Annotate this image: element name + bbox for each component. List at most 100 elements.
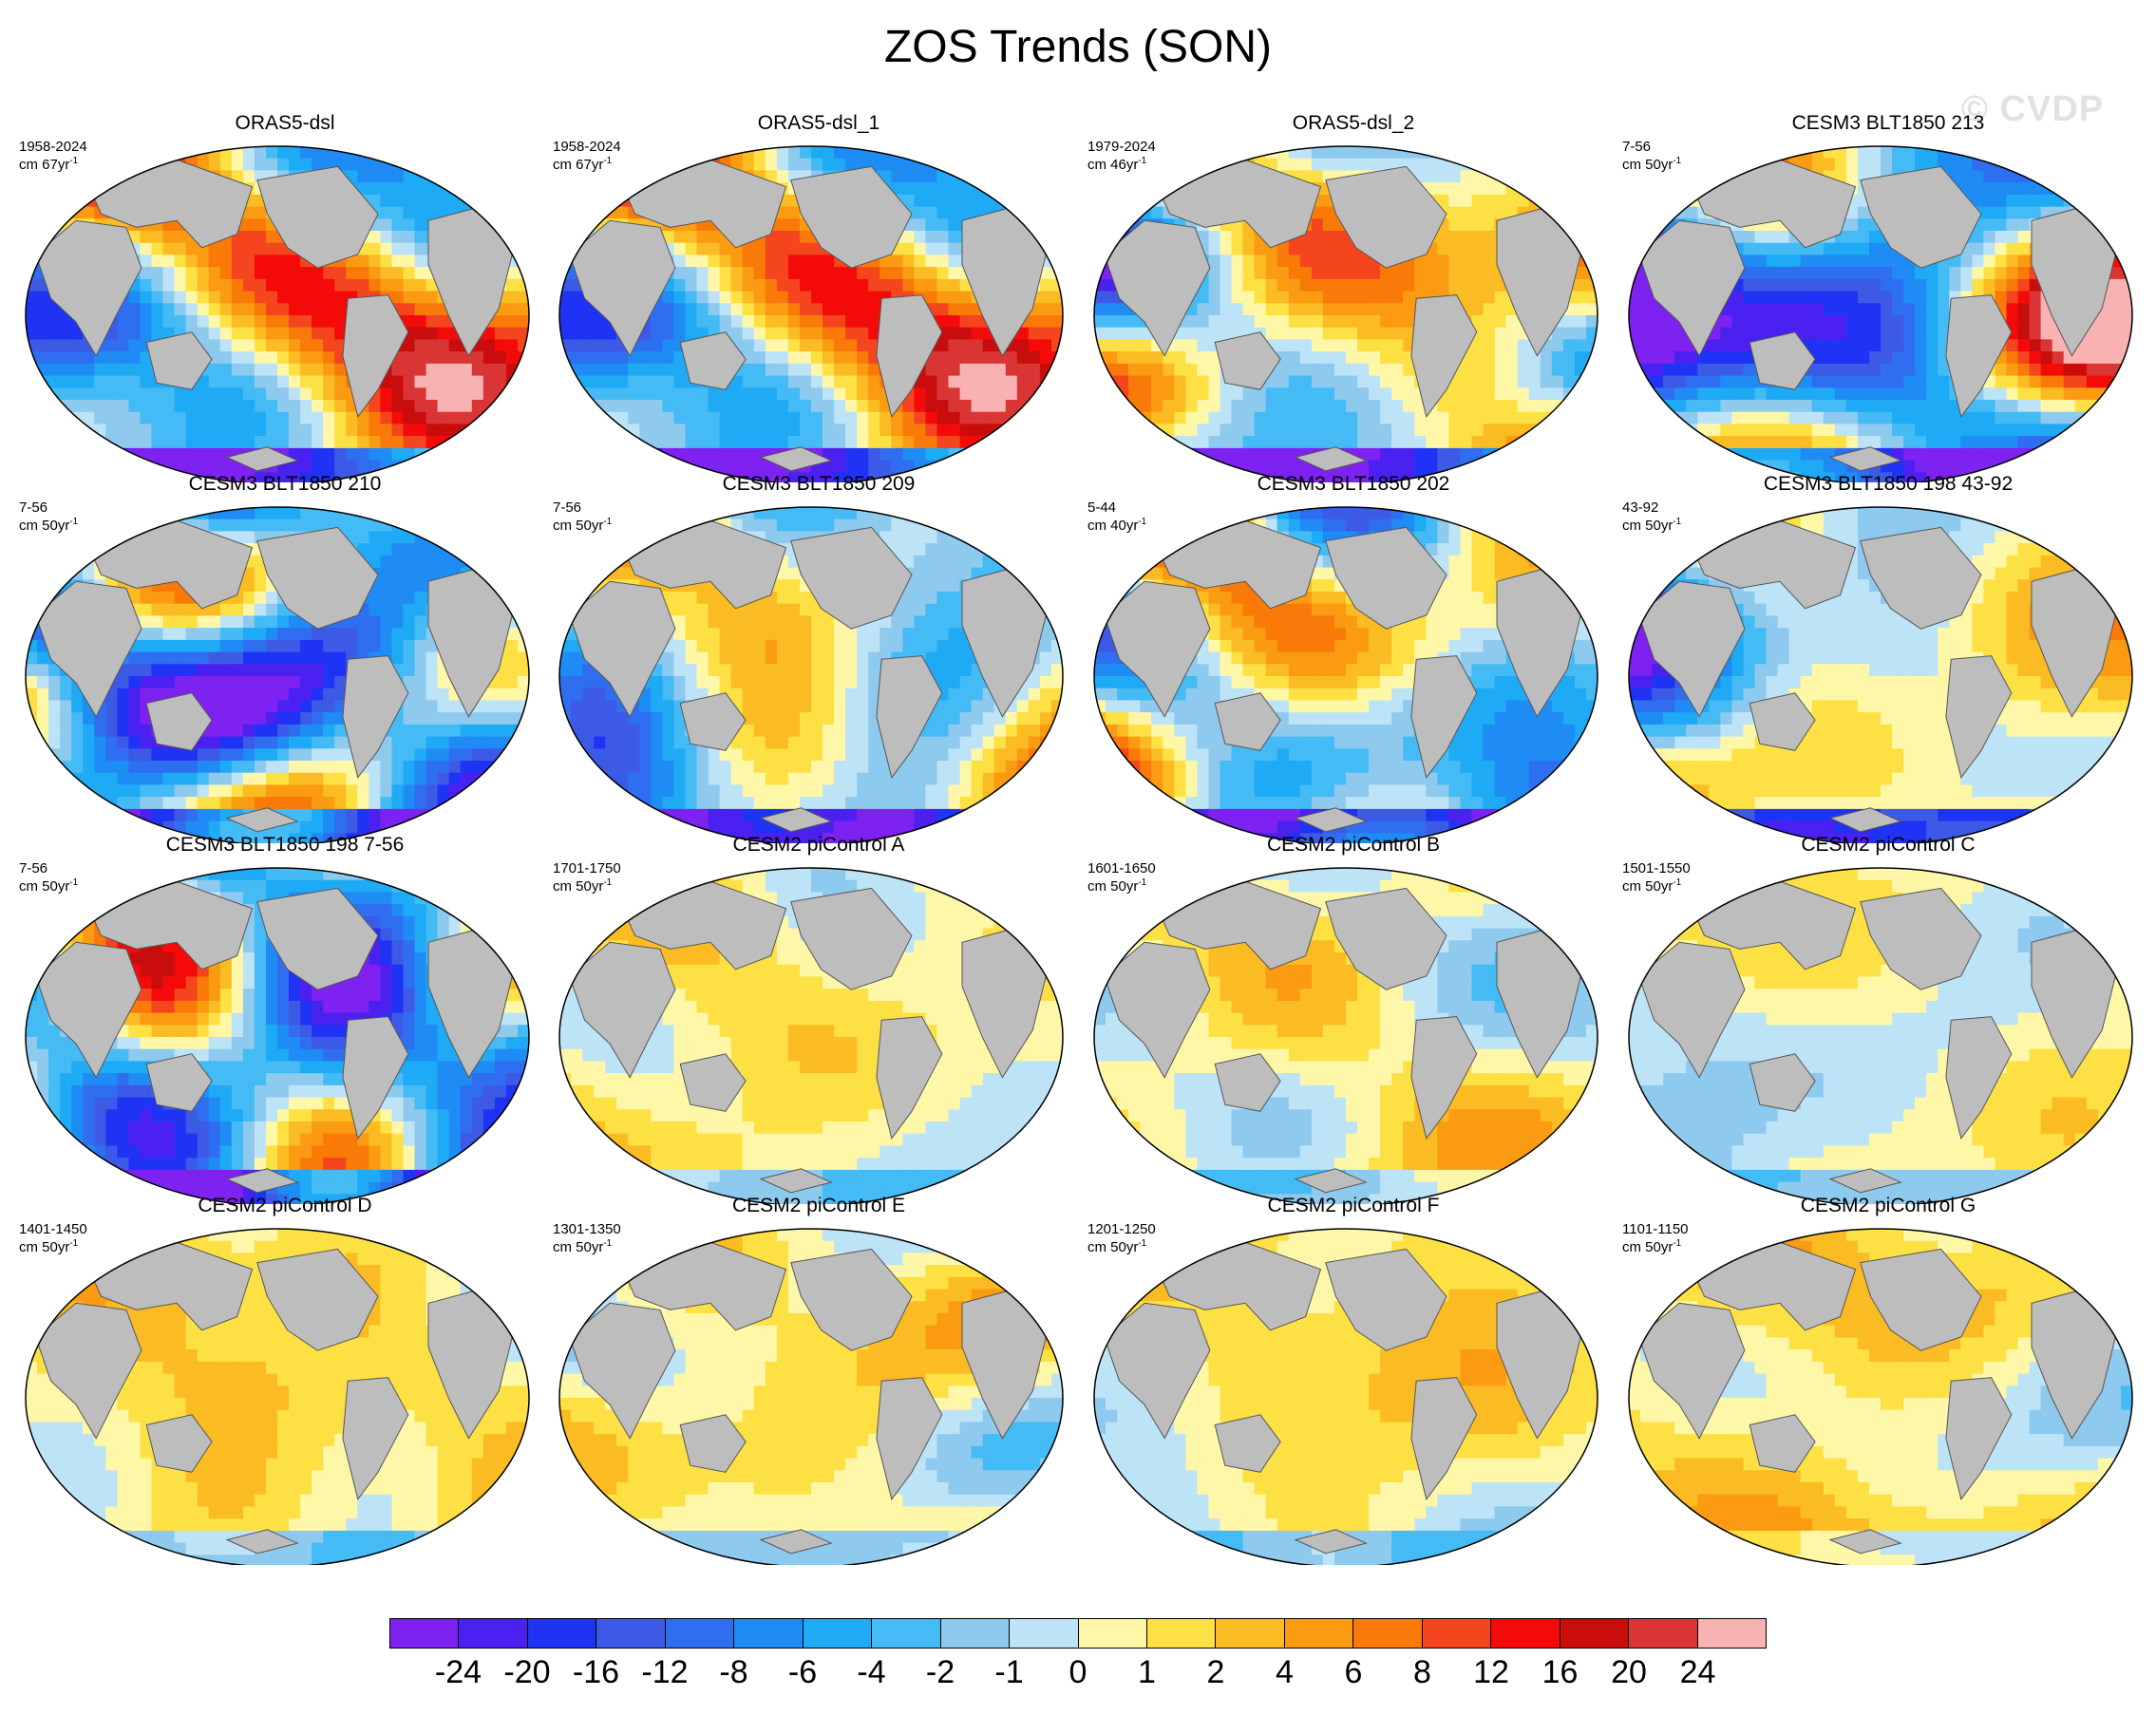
trend-cell [948,400,961,413]
trend-cell [1220,267,1233,280]
trend-cell [277,339,290,352]
trend-cell [1299,242,1313,255]
trend-cell [1106,436,1118,449]
trend-cell [2121,460,2132,473]
trend-cell [1949,267,1961,280]
trend-cell [2017,315,2031,329]
trend-cell [1414,254,1427,268]
trend-cell [708,447,721,462]
trend-cell [948,242,961,255]
trend-cell [2074,146,2088,160]
trend-cell [2121,231,2132,244]
trend-cell [1174,424,1186,437]
trend-cell [1586,400,1598,413]
trend-cell [1731,339,1744,352]
trend-cell [1857,400,1870,413]
trend-cell [891,411,903,424]
trend-cell [594,339,606,352]
trend-cell [1517,339,1530,352]
trend-cell [1640,291,1653,304]
trend-cell [1811,315,1825,329]
trend-cell [1380,291,1392,304]
trend-cell [1005,460,1018,473]
trend-cell [1697,400,1710,413]
trend-cell [982,411,995,424]
trend-cell [1185,158,1198,171]
trend-cell [414,158,427,171]
trend-cell [857,387,869,401]
trend-cell [117,146,129,160]
trend-cell [300,315,312,329]
trend-cell [1208,254,1221,268]
trend-cell [426,363,439,377]
trend-cell [1299,158,1313,171]
trend-cell [1903,291,1916,304]
trend-cell [1346,436,1358,449]
trend-cell [505,231,519,244]
trend-cell [1881,400,1893,413]
trend-cell [277,363,290,377]
trend-cell [1892,436,1904,449]
trend-cell [1892,424,1904,437]
trend-cell [2052,146,2065,160]
trend-cell [1540,436,1553,449]
trend-cell [1823,436,1836,449]
trend-cell [48,206,61,219]
trend-cell [2086,375,2099,388]
trend-cell [776,436,789,449]
trend-cell [140,315,153,329]
trend-cell [1051,146,1063,160]
trend-cell [857,278,869,292]
trend-cell [231,278,244,292]
trend-cell [1663,424,1675,437]
trend-cell [1586,315,1598,329]
trend-cell [380,231,392,244]
trend-cell [673,400,687,413]
trend-cell [242,411,255,424]
trend-cell [128,158,141,171]
trend-cell [902,146,915,160]
panel-units-exponent: -1 [1673,156,1681,166]
trend-cell [1823,291,1836,304]
trend-cell [1403,303,1415,316]
trend-cell [1663,206,1675,219]
trend-cell [559,206,572,219]
trend-cell [834,472,846,482]
trend-cell [1881,436,1893,449]
trend-cell [559,327,572,340]
trend-cell [2074,170,2088,183]
trend-cell [1028,194,1041,208]
trend-cell [1652,303,1664,316]
trend-cell [1640,436,1653,449]
trend-cell [2086,170,2099,183]
trend-cell [1197,375,1209,388]
trend-cell [1845,411,1859,424]
trend-cell [1915,375,1927,388]
trend-cell [1254,411,1267,424]
trend-cell [742,351,755,365]
map-plot [558,145,1064,482]
trend-cell [834,291,846,304]
trend-cell [105,339,118,352]
trend-cell [1640,231,1653,244]
trend-cell [1028,363,1041,377]
trend-cell [518,231,529,244]
trend-cell [1777,436,1790,449]
trend-cell [1140,447,1152,462]
trend-cell [391,182,405,196]
trend-cell [1128,194,1141,208]
trend-cell [1106,460,1118,473]
trend-cell [1242,291,1256,304]
trend-cell [1915,351,1927,365]
trend-cell [1869,387,1882,401]
trend-cell [505,447,519,462]
trend-cell [94,363,106,377]
trend-cell [971,363,984,377]
trend-cell [857,447,869,462]
trend-cell [2074,387,2088,401]
trend-cell [2040,339,2053,352]
trend-cell [219,436,233,449]
trend-cell [1892,375,1904,388]
trend-cell [151,303,164,316]
trend-cell [1483,400,1496,413]
